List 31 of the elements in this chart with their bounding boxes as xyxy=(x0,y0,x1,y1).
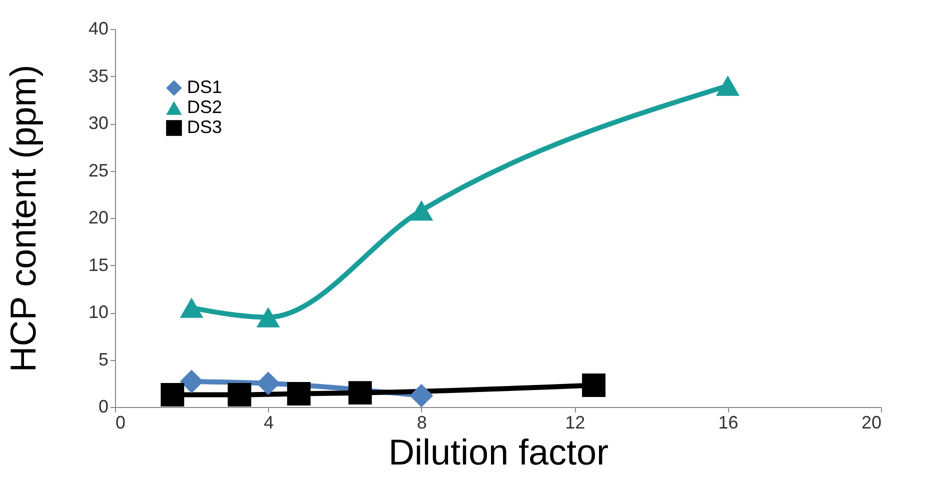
point xyxy=(256,307,280,328)
x-tick-label: 0 xyxy=(116,412,126,432)
point xyxy=(348,381,372,405)
x-tick-label: 4 xyxy=(264,412,274,432)
legend-label: DS3 xyxy=(187,117,222,137)
point xyxy=(160,382,184,406)
y-tick-label: 5 xyxy=(98,349,108,370)
x-tick-label: 16 xyxy=(718,412,738,432)
point xyxy=(410,200,434,221)
x-tick-label: 20 xyxy=(861,412,882,432)
legend-label: DS1 xyxy=(187,77,222,97)
y-tick-label: 40 xyxy=(88,18,108,38)
y-tick-label: 35 xyxy=(88,66,108,86)
point xyxy=(287,382,311,406)
point xyxy=(180,298,204,318)
x-axis-title: Dilution factor xyxy=(388,432,609,472)
y-tick-label: 10 xyxy=(88,302,108,322)
y-tick-label: 30 xyxy=(88,113,108,133)
x-tick-label: 8 xyxy=(416,412,427,432)
y-tick-label: 20 xyxy=(88,208,108,228)
point xyxy=(410,384,434,408)
point xyxy=(228,382,252,406)
point xyxy=(716,76,740,96)
point xyxy=(180,370,204,394)
y-tick-label: 15 xyxy=(88,254,108,275)
y-axis-title: HCP content (ppm) xyxy=(2,64,44,372)
legend-label: DS2 xyxy=(187,97,222,117)
x-tick-label: 12 xyxy=(565,412,586,432)
y-tick-label: 25 xyxy=(88,160,108,180)
y-tick-label: 0 xyxy=(98,396,108,416)
point xyxy=(582,374,606,397)
